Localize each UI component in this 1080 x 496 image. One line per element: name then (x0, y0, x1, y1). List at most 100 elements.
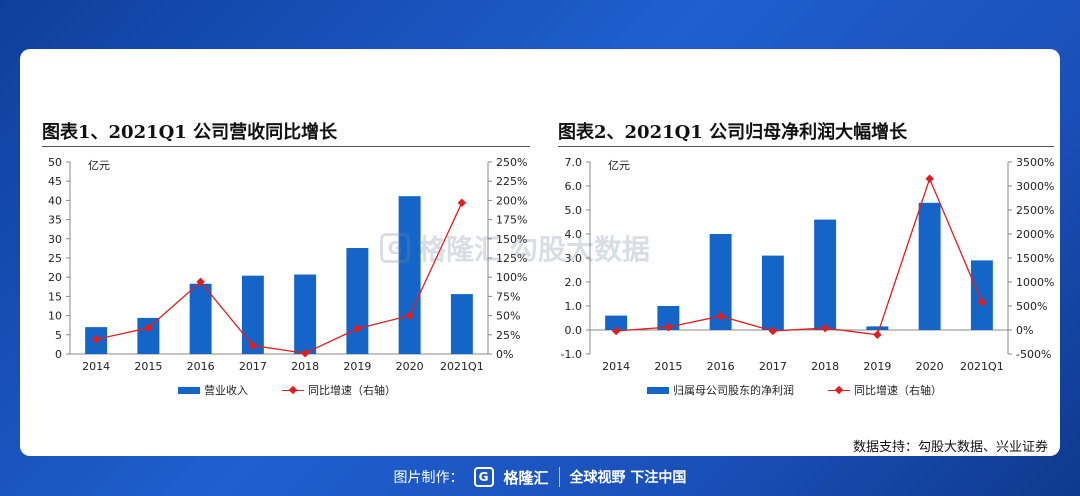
watermark-brand: 格隆汇 (418, 233, 503, 266)
x-tick-label: 2015 (654, 360, 682, 373)
bar (709, 234, 732, 330)
right-tick-label: 2500% (1016, 204, 1054, 217)
footer-prefix: 图片制作： (393, 470, 464, 486)
x-tick-label: 2020 (916, 360, 944, 373)
right-tick-label: 0% (1016, 324, 1033, 337)
chart2-legend: 归属母公司股东的净利润 同比增速（右轴） (647, 382, 942, 398)
growth-point (300, 348, 310, 358)
left-tick-label: 7.0 (565, 156, 583, 169)
bar (398, 196, 421, 354)
x-tick-label: 2018 (291, 360, 319, 373)
legend-item-net-profit: 归属母公司股东的净利润 (647, 382, 794, 398)
chart1-title-rule (42, 146, 530, 147)
bar (866, 326, 889, 330)
right-tick-label: 225% (496, 175, 527, 188)
x-tick-label: 2016 (187, 360, 215, 373)
growth-point (457, 198, 467, 207)
footer-bar: 图片制作： G 格隆汇 全球视野 下注中国 (0, 462, 1080, 492)
growth-point (664, 322, 673, 332)
growth-point (144, 323, 153, 333)
bar (189, 283, 212, 354)
left-tick-label: 5 (55, 329, 62, 342)
bar-swatch-icon (178, 386, 200, 394)
chart1-title: 图表1、2021Q1 公司营收同比增长 (42, 122, 338, 143)
bar (918, 202, 941, 330)
watermark-logo-icon: G (380, 233, 410, 263)
right-tick-label: -500% (1016, 348, 1051, 361)
left-tick-label: 4.0 (565, 228, 583, 241)
bar (241, 275, 264, 354)
x-tick-label: 2017 (759, 360, 787, 373)
x-tick-label: 2021Q1 (960, 360, 1004, 373)
right-tick-label: 250% (496, 156, 527, 169)
left-tick-label: 10 (48, 310, 62, 323)
legend-item-growth: 同比增速（右轴） (282, 382, 396, 398)
right-tick-label: 125% (496, 252, 527, 265)
left-tick-label: 15 (48, 290, 62, 303)
left-tick-label: 5.0 (565, 204, 583, 217)
bar (450, 294, 473, 354)
growth-point (91, 335, 101, 344)
left-tick-label: -1.0 (561, 348, 582, 361)
legend-label-growth: 同比增速（右轴） (854, 384, 942, 397)
footer-brand: 格隆汇 (503, 468, 549, 487)
growth-point (353, 324, 362, 333)
x-tick-label: 2015 (134, 360, 162, 373)
right-tick-label: 50% (496, 310, 520, 323)
left-tick-label: 45 (48, 175, 62, 188)
footer-logo-icon: G (473, 467, 494, 487)
unit-label: 亿元 (88, 159, 110, 172)
bar (814, 219, 837, 330)
growth-line (616, 176, 983, 336)
legend-item-growth: 同比增速（右轴） (828, 382, 942, 398)
right-tick-label: 1500% (1016, 252, 1054, 265)
growth-point (405, 311, 414, 320)
left-tick-label: 0 (55, 348, 62, 361)
right-tick-label: 3500% (1016, 156, 1054, 169)
line-marker-swatch-icon (282, 387, 304, 394)
bar-swatch-icon (647, 386, 669, 394)
x-tick-label: 2020 (396, 360, 424, 373)
x-tick-label: 2017 (239, 360, 267, 373)
left-tick-label: 50 (48, 156, 62, 169)
x-tick-label: 2014 (82, 360, 110, 373)
left-tick-label: 30 (48, 233, 62, 246)
right-tick-label: 1000% (1016, 276, 1054, 289)
legend-item-revenue: 营业收入 (178, 382, 248, 398)
x-tick-label: 2014 (602, 360, 630, 373)
right-tick-label: 75% (496, 290, 520, 303)
chart2-title: 图表2、2021Q1 公司归母净利润大幅增长 (558, 122, 908, 143)
left-tick-label: 35 (48, 214, 62, 227)
chart1-legend: 营业收入 同比增速（右轴） (178, 382, 396, 398)
x-tick-label: 2021Q1 (440, 360, 484, 373)
growth-point (925, 174, 934, 184)
right-tick-label: 150% (496, 233, 527, 246)
x-tick-label: 2019 (863, 360, 891, 373)
bar (605, 315, 628, 330)
left-tick-label: 20 (48, 271, 62, 284)
x-tick-label: 2018 (811, 360, 839, 373)
left-tick-label: 3.0 (565, 252, 583, 265)
bar (970, 260, 993, 330)
left-tick-label: 25 (48, 252, 62, 265)
right-tick-label: 200% (496, 194, 527, 207)
left-tick-label: 40 (48, 194, 62, 207)
bar (761, 255, 784, 330)
growth-point (977, 297, 987, 307)
growth-point (196, 277, 205, 287)
left-tick-label: 6.0 (565, 180, 583, 193)
data-source-note: 数据支持：勾股大数据、兴业证券 (852, 440, 1048, 455)
x-tick-label: 2019 (343, 360, 371, 373)
left-tick-label: 1.0 (565, 300, 583, 313)
bar (657, 306, 680, 330)
watermark: G 格隆汇 勾股大数据 (380, 228, 650, 268)
bar (137, 317, 160, 354)
line-marker-swatch-icon (828, 387, 850, 394)
footer-slogan: 全球视野 下注中国 (569, 470, 687, 486)
right-tick-label: 3000% (1016, 180, 1054, 193)
unit-label: 亿元 (608, 159, 630, 172)
revenue-chart: 0 5 10 15 20 25 30 35 40 45 50 0% 25% 50% 75% 100% 125% 1… (48, 156, 527, 373)
right-tick-label: 0% (496, 348, 513, 361)
bar (346, 248, 369, 354)
right-tick-label: 25% (496, 329, 520, 342)
